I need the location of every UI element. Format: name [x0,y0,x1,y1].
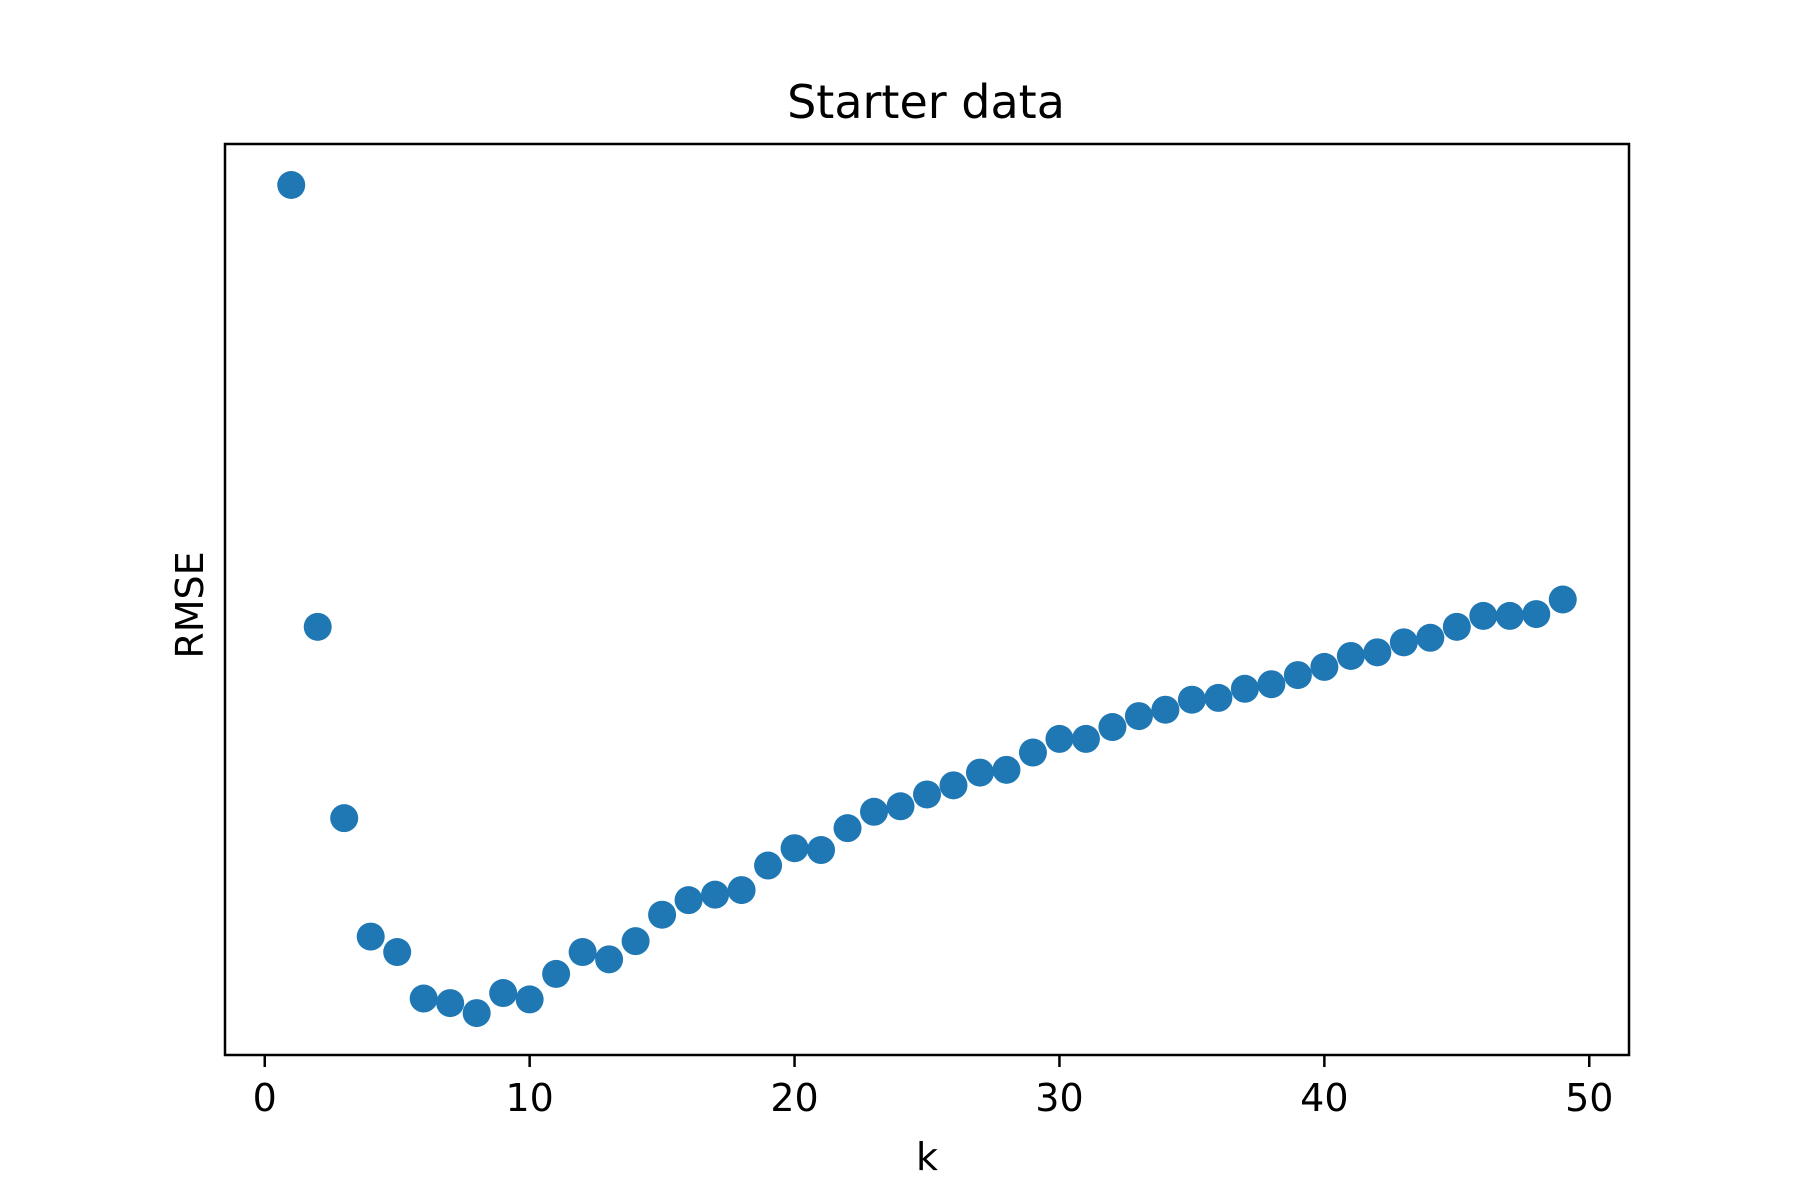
chart-title: Starter data [787,75,1065,129]
data-point [833,814,862,843]
x-tick-label: 50 [1565,1076,1613,1120]
data-point [860,797,889,826]
data-point [648,900,677,929]
data-point [727,876,756,905]
data-point [674,886,703,915]
data-point [807,836,836,865]
data-point [886,792,915,821]
x-tick-label: 0 [253,1076,277,1120]
y-axis-label: RMSE [168,551,212,658]
x-axis-label: k [916,1135,938,1179]
data-point [1257,670,1286,699]
plot-frame [223,142,1631,1057]
data-point [330,804,359,833]
data-point [701,880,730,909]
data-point [356,922,385,951]
data-point [1151,695,1180,724]
data-point [1310,652,1339,681]
data-point [1336,641,1365,670]
data-point [409,984,438,1013]
data-point [1522,600,1551,629]
data-point [277,171,306,199]
x-tick-label: 40 [1300,1076,1348,1120]
data-point [1442,612,1471,641]
data-point [621,927,650,956]
data-point [436,989,465,1018]
data-point [1018,738,1047,767]
data-point [489,979,518,1008]
x-tick-label: 20 [770,1076,818,1120]
x-axis: 0 10 20 30 40 50 [253,1055,1613,1120]
data-point [1469,601,1498,630]
data-point [595,945,624,974]
data-point [303,612,332,641]
data-point [1283,661,1312,690]
data-point [1204,683,1233,712]
data-point [1230,674,1259,703]
data-point [1124,702,1153,731]
data-point [383,938,412,967]
x-tick-label: 10 [505,1076,553,1120]
data-point [1416,623,1445,652]
data-point [1071,724,1100,753]
data-point [1363,638,1392,667]
plot-area [277,171,1577,1028]
data-point [754,851,783,880]
data-point [515,985,544,1014]
data-point [913,780,941,809]
data-point [1389,628,1418,657]
data-point [780,834,809,863]
data-point [939,771,968,800]
x-tick-label: 30 [1035,1076,1083,1120]
data-point [965,758,994,787]
data-point [1098,713,1127,742]
data-point [462,999,491,1028]
data-point [542,959,571,988]
data-point [992,755,1021,784]
data-point [1548,585,1577,614]
data-point [1177,685,1206,714]
data-point [568,938,597,967]
data-point [1045,724,1074,753]
data-point [1495,601,1524,630]
